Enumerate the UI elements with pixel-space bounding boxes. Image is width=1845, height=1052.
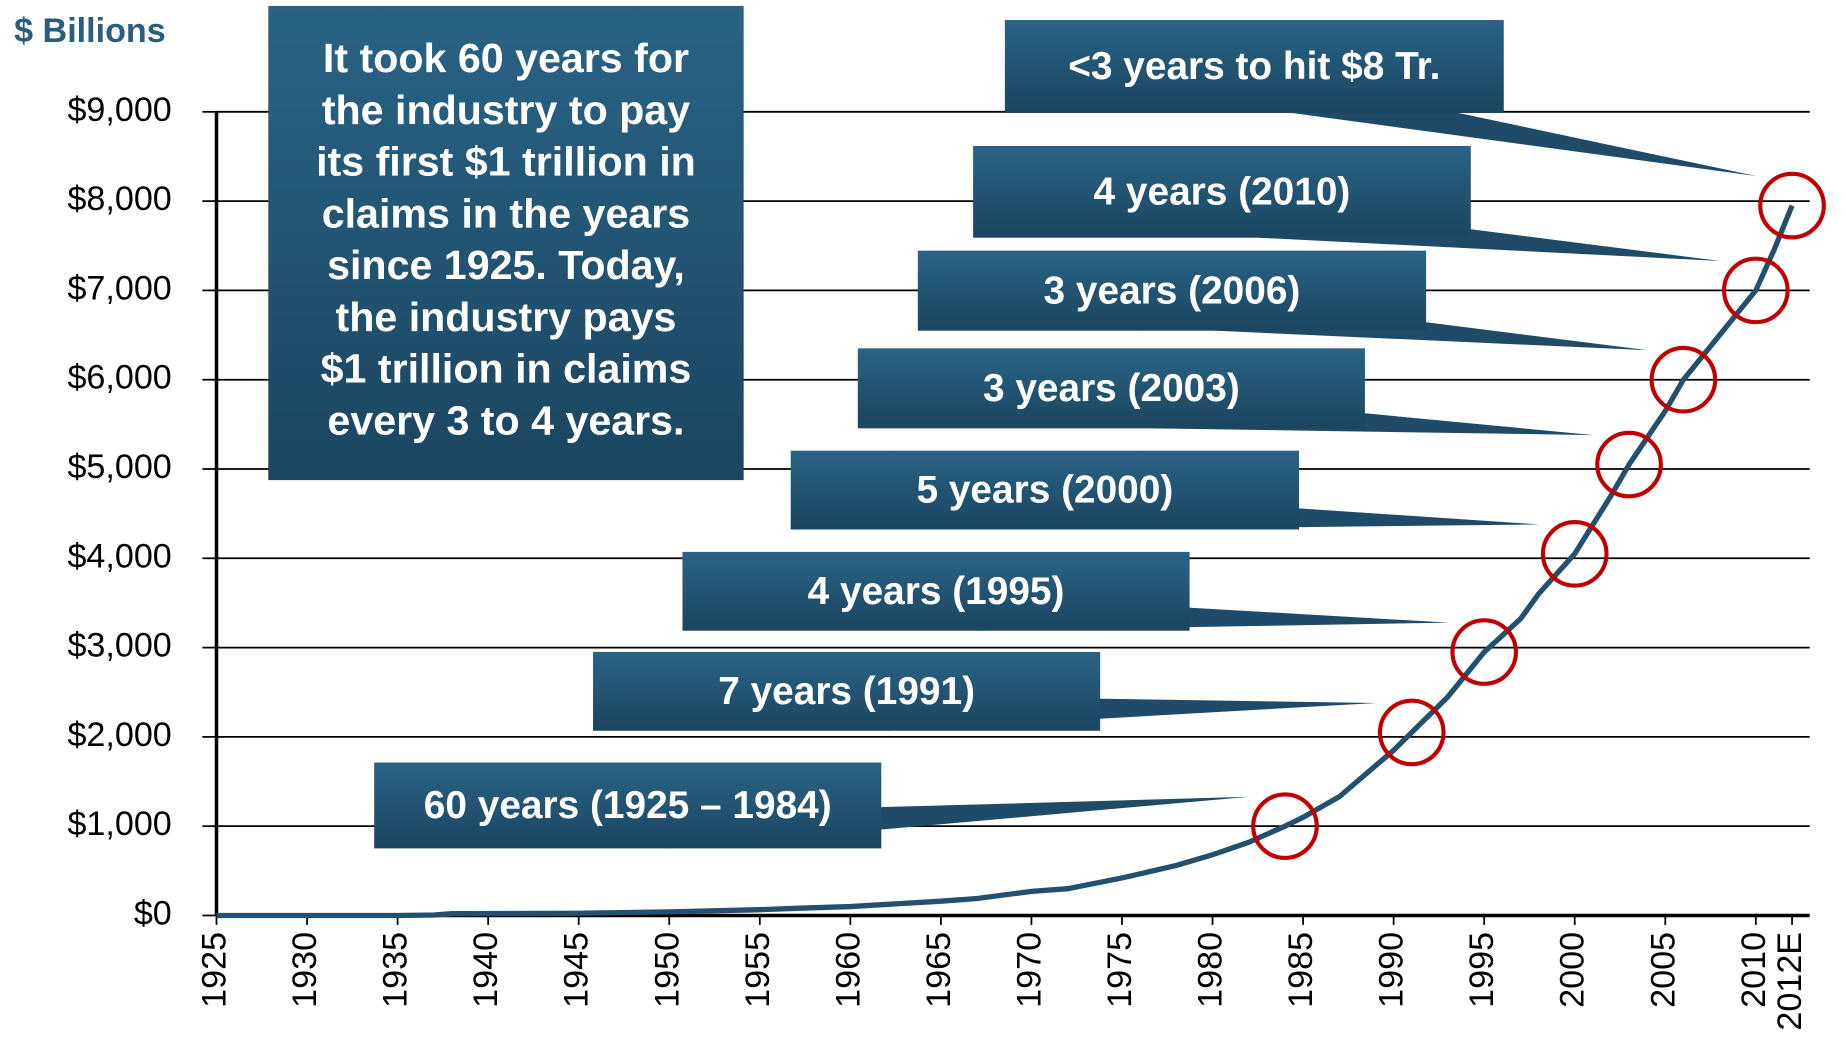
x-tick-label: 1940 <box>467 932 505 1008</box>
highlight-circle <box>1251 792 1319 861</box>
x-tick-label: 2012E <box>1771 932 1809 1031</box>
callout-text: 3 years (2006) <box>1044 269 1301 312</box>
y-axis-label: $ Billions <box>14 12 166 50</box>
y-tick-label: $5,000 <box>67 448 171 486</box>
note-text: every 3 to 4 years. <box>327 398 684 444</box>
note-text: the industry to pay <box>322 87 690 133</box>
y-tick-label: $8,000 <box>67 180 171 218</box>
y-tick-label: $7,000 <box>67 269 171 307</box>
note-text: since 1925. Today, <box>327 242 685 288</box>
x-tick-label: 1925 <box>196 932 234 1008</box>
note-text: $1 trillion in claims <box>321 346 692 392</box>
x-tick-label: 1990 <box>1373 932 1411 1008</box>
highlight-circle <box>1450 618 1519 686</box>
highlight-circle <box>1377 698 1446 767</box>
y-tick-label: $0 <box>134 894 172 932</box>
highlight-circle <box>1722 256 1790 325</box>
x-tick-label: 1975 <box>1101 932 1139 1008</box>
x-tick-label: 2000 <box>1554 932 1592 1008</box>
note-text: the industry pays <box>336 294 677 340</box>
callout-box <box>1004 20 1504 113</box>
note-text: It took 60 years for <box>323 35 689 81</box>
highlight-circle <box>1649 345 1718 414</box>
y-tick-label: $1,000 <box>67 805 171 843</box>
highlight-circle <box>1540 519 1609 588</box>
callout-text: <3 years to hit $8 Tr. <box>1068 45 1440 88</box>
x-tick-label: 1995 <box>1463 932 1501 1008</box>
x-tick-label: 1980 <box>1192 932 1230 1008</box>
highlight-circle <box>1595 430 1663 499</box>
note-box <box>268 5 744 481</box>
callout-box <box>857 348 1365 429</box>
callout-box <box>917 250 1427 331</box>
callout-box <box>374 762 882 849</box>
highlight-circle <box>1758 171 1826 240</box>
x-tick-label: 1965 <box>920 932 958 1008</box>
x-tick-label: 1955 <box>739 932 777 1008</box>
y-tick-label: $6,000 <box>67 359 171 397</box>
x-tick-label: 1970 <box>1010 932 1048 1008</box>
callout-text: 60 years (1925 – 1984) <box>424 784 832 827</box>
callout-text: 7 years (1991) <box>718 670 975 713</box>
series-line <box>216 204 1795 919</box>
callout-pointer <box>1291 77 1757 177</box>
x-tick-label: 1945 <box>558 932 596 1008</box>
callout-text: 3 years (2003) <box>983 367 1240 410</box>
note-text: claims in the years <box>322 190 690 236</box>
y-tick-label: $2,000 <box>67 716 171 754</box>
x-tick-label: 1930 <box>286 932 324 1008</box>
y-tick-label: $9,000 <box>67 91 171 129</box>
y-tick-label: $3,000 <box>67 627 171 665</box>
x-tick-label: 2010 <box>1735 932 1773 1008</box>
callout-box <box>973 145 1471 238</box>
callout-text: 5 years (2000) <box>916 469 1173 512</box>
x-tick-label: 2005 <box>1644 932 1682 1008</box>
callout-pointer <box>1214 295 1649 351</box>
x-tick-label: 1935 <box>377 932 415 1008</box>
note-text: its first $1 trillion in <box>316 139 696 185</box>
callout-box <box>790 450 1300 530</box>
x-tick-label: 1960 <box>829 932 867 1008</box>
x-tick-label: 1985 <box>1282 932 1320 1008</box>
callout-text: 4 years (2010) <box>1094 170 1351 213</box>
y-tick-label: $4,000 <box>67 537 171 575</box>
callout-box <box>593 651 1101 731</box>
callout-text: 4 years (1995) <box>808 570 1065 613</box>
callout-box <box>682 551 1190 631</box>
x-tick-label: 1950 <box>648 932 686 1008</box>
